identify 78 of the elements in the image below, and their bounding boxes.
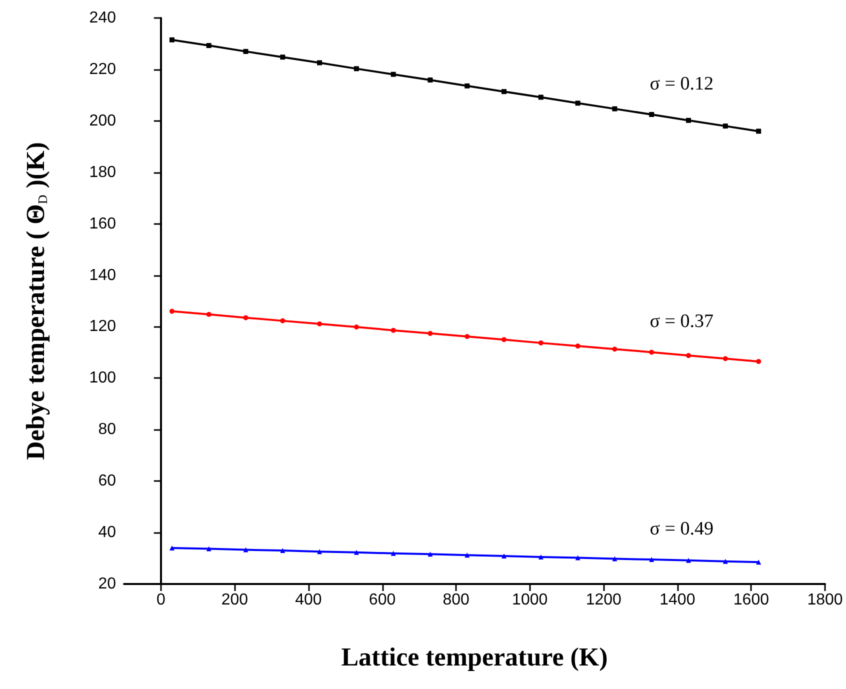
point	[428, 552, 433, 557]
point	[756, 560, 762, 565]
x-tick-label: 1600	[733, 592, 770, 608]
y-axis-title: Debye temperature ( ΘD )(K)	[21, 142, 50, 460]
point	[649, 350, 654, 355]
point	[206, 43, 212, 48]
point	[169, 545, 174, 550]
point	[317, 321, 322, 326]
point	[464, 83, 470, 88]
y-tick-label: 180	[89, 164, 116, 181]
point	[354, 324, 359, 330]
point	[502, 337, 507, 342]
point	[575, 555, 580, 560]
point	[756, 128, 762, 134]
point	[722, 356, 728, 362]
y-tick-label: 80	[98, 421, 116, 438]
point	[243, 315, 248, 320]
y-tick-label: 200	[89, 112, 116, 130]
point	[169, 308, 174, 314]
point	[502, 553, 507, 558]
point	[464, 552, 470, 558]
point	[686, 118, 691, 123]
point	[206, 546, 212, 552]
y-tick-label: 100	[89, 370, 116, 387]
point	[280, 54, 286, 60]
x-axis-title: Lattice temperature (K)	[341, 642, 608, 672]
point	[280, 318, 286, 324]
point	[575, 344, 580, 349]
point	[612, 556, 618, 562]
point	[390, 72, 396, 77]
point	[722, 124, 728, 129]
point	[243, 48, 248, 54]
x-tick-label: 200	[221, 592, 248, 608]
y-tick-label: 120	[89, 318, 116, 336]
annotation: σ = 0.12	[650, 73, 714, 94]
point	[280, 548, 286, 554]
point	[649, 112, 654, 117]
point	[502, 89, 507, 94]
annotation: σ = 0.49	[650, 518, 714, 540]
point	[722, 558, 728, 564]
point	[206, 312, 212, 317]
point	[612, 346, 618, 352]
point	[538, 554, 544, 560]
y-tick-label: 40	[98, 524, 116, 542]
point	[686, 558, 691, 563]
point	[612, 106, 618, 112]
point	[390, 550, 396, 556]
point	[428, 78, 433, 83]
point	[538, 340, 544, 346]
y-tick-label: 160	[89, 215, 116, 232]
point	[243, 547, 248, 552]
x-tick-label: 1000	[512, 592, 548, 608]
point	[354, 550, 359, 555]
point	[317, 549, 322, 554]
x-tick-label: 600	[368, 592, 396, 608]
x-tick-label: 800	[442, 592, 470, 608]
point	[169, 37, 174, 42]
point	[649, 557, 654, 562]
annotation: σ = 0.37	[650, 311, 714, 332]
point	[756, 358, 762, 364]
y-tick-label: 60	[98, 472, 116, 490]
point	[317, 60, 322, 66]
point	[575, 100, 580, 106]
point	[464, 334, 470, 339]
y-tick-label: 220	[89, 60, 116, 78]
y-tick-label: 140	[89, 266, 116, 284]
point	[354, 66, 359, 72]
point	[390, 328, 396, 333]
x-tick-label: 1800	[807, 592, 843, 608]
x-tick-label: 0	[156, 592, 166, 608]
y-tick-label: 240	[89, 10, 116, 26]
x-tick-label: 400	[295, 592, 322, 608]
point	[538, 94, 544, 100]
x-tick-label: 1200	[586, 592, 622, 608]
x-tick-label: 1400	[660, 592, 696, 608]
y-tick-label: 20	[98, 576, 116, 592]
point	[428, 330, 433, 336]
point	[686, 353, 691, 358]
